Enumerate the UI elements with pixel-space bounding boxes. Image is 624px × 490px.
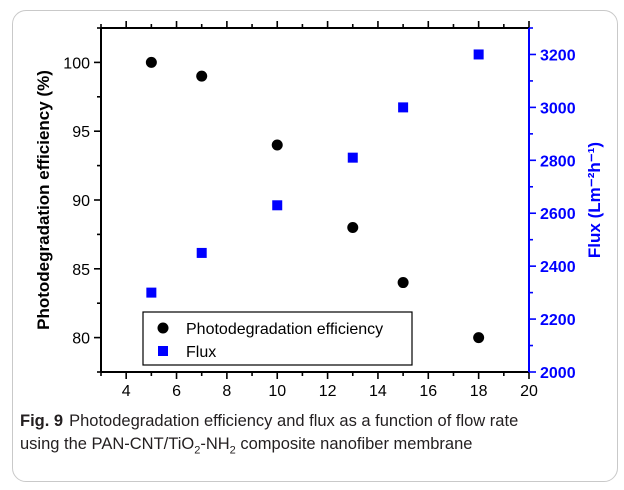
legend-box [142,311,413,366]
caption-text-2c: composite nanofiber membrane [235,435,473,453]
efficiency-point [473,332,485,344]
y-right-tick-label: 2600 [540,206,576,223]
y-right-tick-label: 2000 [540,365,576,382]
figure-frame [12,10,618,482]
efficiency-point [196,70,208,82]
flux-point [347,152,358,163]
y-left-tick-label: 90 [72,193,90,210]
y-left-tick-label: 95 [72,124,90,141]
x-tick-label: 14 [369,383,387,400]
figure-caption: Fig. 9 Photodegradation efficiency and fl… [20,410,610,456]
x-tick-label: 16 [419,383,437,400]
legend-efficiency-marker [157,322,169,334]
x-tick-label: 8 [222,383,231,400]
y-right-tick-label: 3000 [540,100,576,117]
caption-text-2a: using the PAN-CNT/TiO [20,435,195,453]
efficiency-point [145,56,157,68]
y-left-tick-label: 100 [63,55,90,72]
y-left-tick-label: 85 [72,262,90,279]
scatter-chart: 4 6 8 10 12 14 16 18 20 80 85 90 95 100 2000 2200 2400 26… [34,21,604,405]
flux-point [473,49,484,60]
caption-line-1: Fig. 9 Photodegradation efficiency and fl… [20,410,610,433]
x-tick-label: 18 [470,383,488,400]
caption-text-2b: -NH [200,435,230,453]
x-tick-label: 20 [520,383,538,400]
x-axis-title: Flow rate (mL\min) [239,404,390,405]
caption-line-2: using the PAN-CNT/TiO2-NH2 composite nan… [20,433,610,456]
y-right-tick-label: 3200 [540,47,576,64]
y-right-tick-label: 2400 [540,259,576,276]
efficiency-point [347,222,359,234]
figure-label: Fig. 9 [20,412,64,430]
flux-point [398,102,409,113]
efficiency-point [271,139,283,151]
caption-sub-1: 2 [194,444,201,457]
y-left-tick-label: 80 [72,331,90,348]
flux-point [196,247,207,258]
x-tick-label: 12 [319,383,337,400]
efficiency-point [397,277,409,289]
y-right-tick-label: 2800 [540,153,576,170]
y-right-axis-title: Flux (Lm⁻²h⁻¹) [585,142,604,258]
flux-point [146,287,157,298]
legend-efficiency-label: Photodegradation efficiency [186,321,383,338]
x-tick-label: 4 [122,383,131,400]
flux-point [272,200,283,211]
y-left-axis-title: Photodegradation efficiency (%) [34,70,53,330]
y-right-tick-label: 2200 [540,312,576,329]
x-tick-label: 10 [268,383,286,400]
legend-flux-label: Flux [186,344,216,361]
caption-text-1: Photodegradation efficiency and flux as … [69,412,519,430]
legend-flux-marker [158,346,168,356]
x-tick-label: 6 [172,383,181,400]
caption-sub-2: 2 [229,444,236,457]
